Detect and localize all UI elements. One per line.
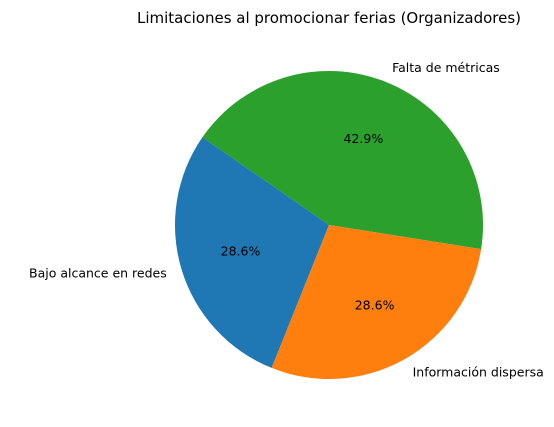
slice-value-informacion-dispersa: 28.6% xyxy=(355,297,395,312)
slice-value-falta-de-metricas: 42.9% xyxy=(344,131,384,146)
pie-slice-bajo-alcance-en-redes xyxy=(174,137,329,368)
pie-labels: Falta de métricas 42.9% Bajo alcance en re… xyxy=(29,60,544,380)
slice-label-bajo-alcance-en-redes: Bajo alcance en redes xyxy=(29,266,167,281)
pie-slice-informacion-dispersa xyxy=(271,225,482,380)
pie-slices xyxy=(174,70,484,380)
chart-title: Limitaciones al promocionar ferias (Orga… xyxy=(137,9,521,27)
pie-slice-falta-de-metricas xyxy=(202,70,484,250)
slice-label-informacion-dispersa: Información dispersa xyxy=(413,364,544,379)
slice-value-bajo-alcance-en-redes: 28.6% xyxy=(221,244,261,259)
slice-label-falta-de-metricas: Falta de métricas xyxy=(392,60,500,75)
